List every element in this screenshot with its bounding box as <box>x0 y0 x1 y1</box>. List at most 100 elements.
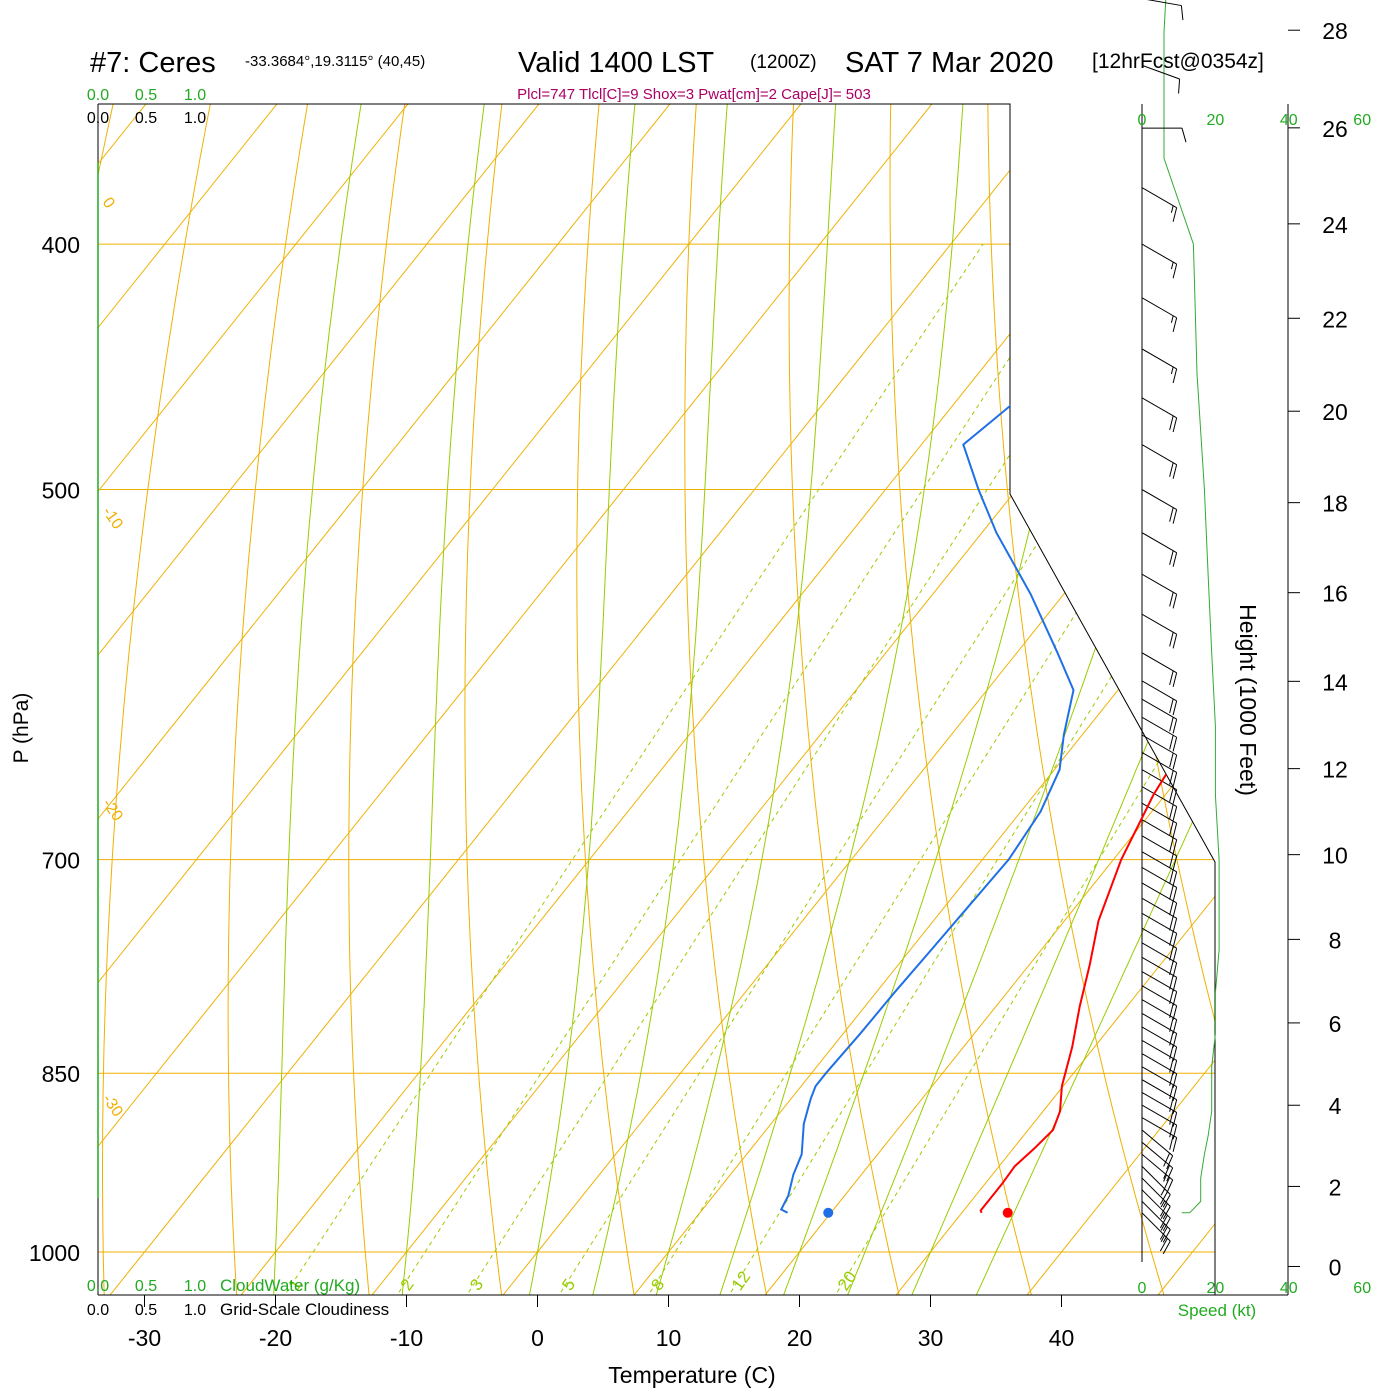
barb-flag <box>1166 1167 1174 1182</box>
barb-half <box>1163 1174 1167 1182</box>
barb-staff <box>1141 956 1177 978</box>
wind-barb <box>1141 1053 1178 1088</box>
wind-barb <box>1141 971 1178 1006</box>
temperature-line <box>979 104 1215 1214</box>
barb-flag <box>1162 1194 1171 1208</box>
barb-staff <box>1141 1092 1177 1113</box>
barb-half <box>1160 1212 1166 1220</box>
wind-barb <box>1141 956 1178 992</box>
barb-flag <box>1169 415 1174 431</box>
wind-barb <box>1141 397 1178 433</box>
barb-flag <box>1172 1137 1178 1152</box>
barb-staff <box>1141 786 1177 808</box>
barb-staff <box>1141 64 1180 80</box>
station-coords: -33.3684°,19.3115° (40,45) <box>245 53 425 70</box>
height-tick-label: 2 <box>1329 1174 1342 1200</box>
speed-axis-title: Speed (kt) <box>1178 1301 1256 1320</box>
wind-barb <box>1141 1153 1174 1194</box>
isotherm-line <box>98 104 1139 1295</box>
barb-flag <box>1169 787 1174 802</box>
height-tick-label: 12 <box>1322 757 1348 783</box>
speed-tick-bottom: 0 <box>1138 1280 1147 1297</box>
barb-staff <box>1141 1129 1173 1157</box>
wind-barb <box>1141 897 1178 933</box>
cloudwater-scale-top: 0.0 <box>87 87 109 104</box>
dry-adiabat <box>464 104 568 1295</box>
barb-flag <box>1172 1033 1178 1048</box>
barb-staff <box>1141 1079 1177 1101</box>
barb-flag <box>1172 887 1178 902</box>
barb-flag <box>1172 754 1178 770</box>
station-title: #7: Ceres <box>90 47 216 79</box>
height-tick-label: 24 <box>1322 212 1348 238</box>
pressure-label-1000: 1000 <box>29 1240 80 1266</box>
barb-flag <box>1166 1179 1174 1194</box>
barb-staff <box>1146 0 1182 7</box>
barb-flag <box>1169 989 1174 1004</box>
barb-staff <box>1141 1012 1177 1034</box>
barb-flag <box>1172 368 1178 384</box>
barb-flag <box>1172 1073 1178 1088</box>
barb-flag <box>1172 871 1178 887</box>
cloudwater-scale-bottom: 0.0 <box>87 1278 109 1295</box>
barb-flag <box>1169 885 1174 900</box>
height-tick-label: 8 <box>1329 927 1342 953</box>
height-tick-label: 4 <box>1329 1093 1342 1119</box>
barb-half <box>1160 1200 1166 1208</box>
barb-half <box>1170 205 1174 213</box>
isotherm-line <box>232 104 1215 1295</box>
x-tick-label: -10 <box>390 1325 423 1351</box>
dry-adiabat <box>348 104 481 1295</box>
isotherm-line <box>1018 104 1215 1295</box>
wind-barb <box>1141 243 1178 279</box>
moist-adiabat <box>399 104 554 1295</box>
barb-flag <box>1169 975 1174 990</box>
dry-adiabat <box>227 104 394 1295</box>
barb-staff <box>1141 532 1177 554</box>
dry-adiabat <box>987 104 1171 1295</box>
wind-barb <box>1141 1212 1171 1255</box>
cloudiness-scale-top: 1.0 <box>184 110 206 127</box>
barb-flag <box>1169 632 1174 647</box>
barb-flag <box>1172 700 1178 716</box>
speed-tick-bottom: 40 <box>1280 1280 1298 1297</box>
wind-barb <box>1141 835 1178 871</box>
wind-barb <box>1141 734 1178 770</box>
wind-barb <box>1141 1039 1178 1075</box>
barb-flag <box>1159 1238 1168 1252</box>
wind-barb <box>1141 444 1178 479</box>
wind-barb <box>1141 1026 1178 1062</box>
height-tick-label: 28 <box>1322 18 1348 44</box>
barb-half <box>1170 315 1174 323</box>
barb-staff <box>1141 1212 1171 1242</box>
dry-adiabat <box>889 104 1038 1295</box>
barb-flag <box>1172 1046 1178 1062</box>
cloudiness-scale-bottom: 1.0 <box>184 1302 206 1319</box>
barb-flag <box>1172 991 1178 1006</box>
isotherm-line <box>625 104 1215 1295</box>
isotherm-line <box>494 104 1215 1295</box>
barb-half <box>1160 1223 1166 1231</box>
barb-flag <box>1169 592 1174 607</box>
wind-barb <box>1141 999 1178 1034</box>
barb-flag <box>1169 821 1174 836</box>
barb-staff <box>1141 912 1177 934</box>
barb-flag <box>1162 1229 1171 1243</box>
x-tick-label: 20 <box>787 1325 813 1351</box>
moist-adiabat <box>775 104 1144 1295</box>
barb-flag <box>1178 78 1181 94</box>
x-tick-label: 30 <box>918 1325 944 1351</box>
barb-flag <box>1169 462 1174 477</box>
speed-tick-bottom: 60 <box>1353 1280 1371 1297</box>
barb-flag <box>1172 1060 1178 1075</box>
barb-flag <box>1169 931 1174 946</box>
cloudwater-scale-bottom: 1.0 <box>184 1278 206 1295</box>
wind-barb <box>1141 819 1178 854</box>
barb-flag <box>1169 1097 1174 1112</box>
barb-flag <box>1169 670 1174 686</box>
barb-flag <box>1169 717 1174 732</box>
height-tick-label: 14 <box>1322 669 1348 695</box>
dry-adiabat-label: -20 <box>99 796 126 825</box>
barb-flag <box>1169 869 1174 885</box>
